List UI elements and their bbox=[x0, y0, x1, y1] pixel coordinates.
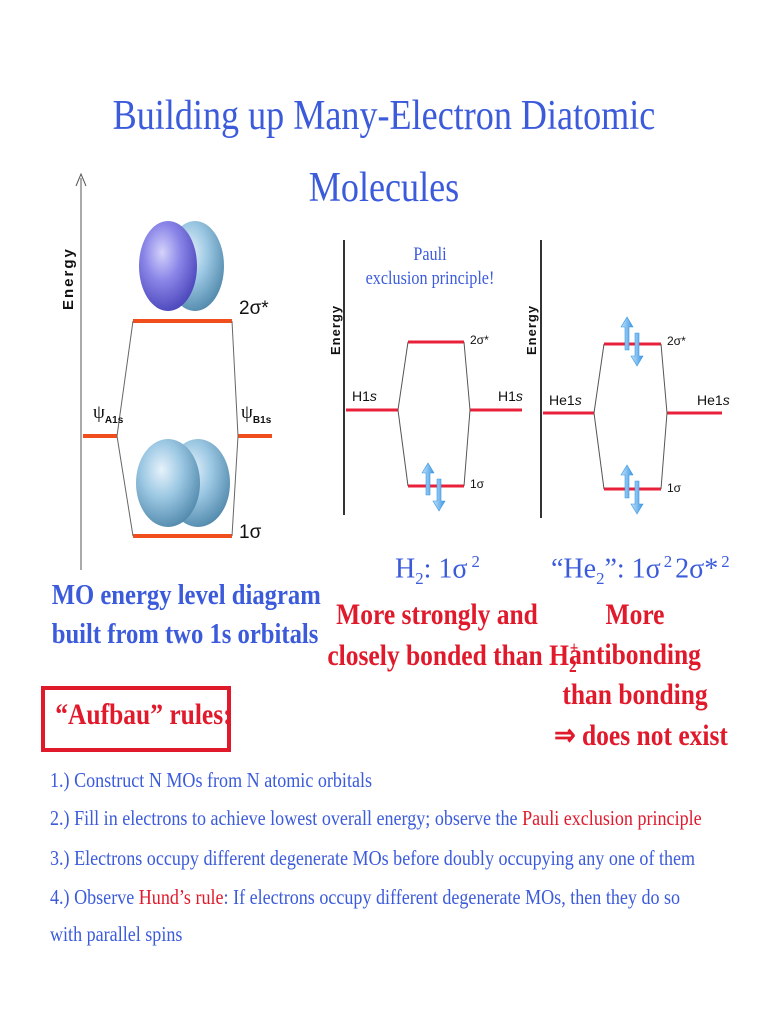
left-antibonding-label: 2σ* bbox=[239, 298, 269, 319]
left-energy-axis-label: Energy bbox=[60, 247, 77, 310]
aufbau-rule-1: 1.) Construct N MOs from N atomic orbita… bbox=[50, 768, 373, 792]
aufbau-rule-2: 2.) Fill in electrons to achieve lowest … bbox=[50, 806, 702, 830]
aufbau-rule-4-continued: with parallel spins bbox=[50, 922, 183, 946]
aufbau-rule-3: 3.) Electrons occupy different degenerat… bbox=[50, 846, 696, 870]
spin-up-arrow bbox=[620, 464, 634, 499]
he2-description: More antibonding than bonding ⇒ does not… bbox=[554, 598, 728, 752]
h2-antibonding-label: 2σ* bbox=[470, 333, 489, 347]
page-title-line2: Molecules bbox=[308, 165, 460, 211]
h2-configuration: H2: 1σ 2 bbox=[395, 552, 480, 588]
aufbau-rule-4: 4.) Observe Hund’s rule: If electrons oc… bbox=[50, 885, 681, 909]
he2-antibonding-label: 2σ* bbox=[667, 334, 686, 348]
he2-left-ao-label: He1s bbox=[549, 392, 582, 408]
he2-energy-axis-label: Energy bbox=[524, 304, 539, 355]
left-bonding-label: 1σ bbox=[239, 522, 262, 543]
left-mo-diagram bbox=[75, 172, 272, 570]
left-energy-axis-arrowhead bbox=[75, 172, 87, 187]
antibonding-orbital-image bbox=[139, 221, 224, 311]
left-caption: MO energy level diagram built from two 1… bbox=[51, 579, 321, 650]
psi-b-label: ψB1s bbox=[241, 402, 272, 426]
spin-down-arrow bbox=[630, 332, 644, 367]
h2-bonding-label: 1σ bbox=[470, 477, 485, 491]
h2-right-ao-label: H1s bbox=[498, 388, 523, 404]
spin-up-arrow bbox=[620, 316, 634, 351]
h2-electron-pair bbox=[421, 462, 446, 512]
h2-description: More strongly and closely bonded than H2… bbox=[327, 598, 579, 676]
h2-energy-axis-label: Energy bbox=[328, 304, 343, 355]
spin-up-arrow bbox=[421, 462, 435, 496]
he2-mo-diagram bbox=[540, 240, 722, 518]
he2-bonding-label: 1σ bbox=[667, 481, 682, 495]
pauli-note: Pauli exclusion principle! bbox=[365, 244, 495, 289]
psi-a-label: ψA1s bbox=[93, 402, 124, 426]
he2-antibonding-electron-pair bbox=[620, 316, 644, 367]
h2-left-ao-label: H1s bbox=[352, 388, 377, 404]
h2-mo-diagram bbox=[343, 240, 522, 515]
aufbau-box bbox=[41, 686, 231, 752]
he2-bonding-electron-pair bbox=[620, 464, 644, 515]
aufbau-box-label: “Aufbau” rules: bbox=[55, 698, 232, 731]
spin-down-arrow bbox=[432, 478, 446, 512]
he2-configuration: “He2”: 1σ 2 2σ* 2 bbox=[551, 552, 730, 588]
page-title-line1: Building up Many-Electron Diatomic bbox=[112, 93, 656, 139]
spin-down-arrow bbox=[630, 480, 644, 515]
he2-right-ao-label: He1s bbox=[697, 392, 730, 408]
bonding-orbital-image bbox=[136, 439, 230, 527]
